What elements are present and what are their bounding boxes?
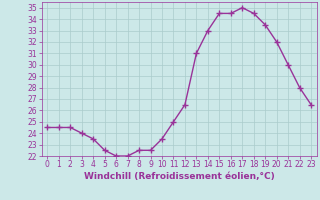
X-axis label: Windchill (Refroidissement éolien,°C): Windchill (Refroidissement éolien,°C) bbox=[84, 172, 275, 181]
